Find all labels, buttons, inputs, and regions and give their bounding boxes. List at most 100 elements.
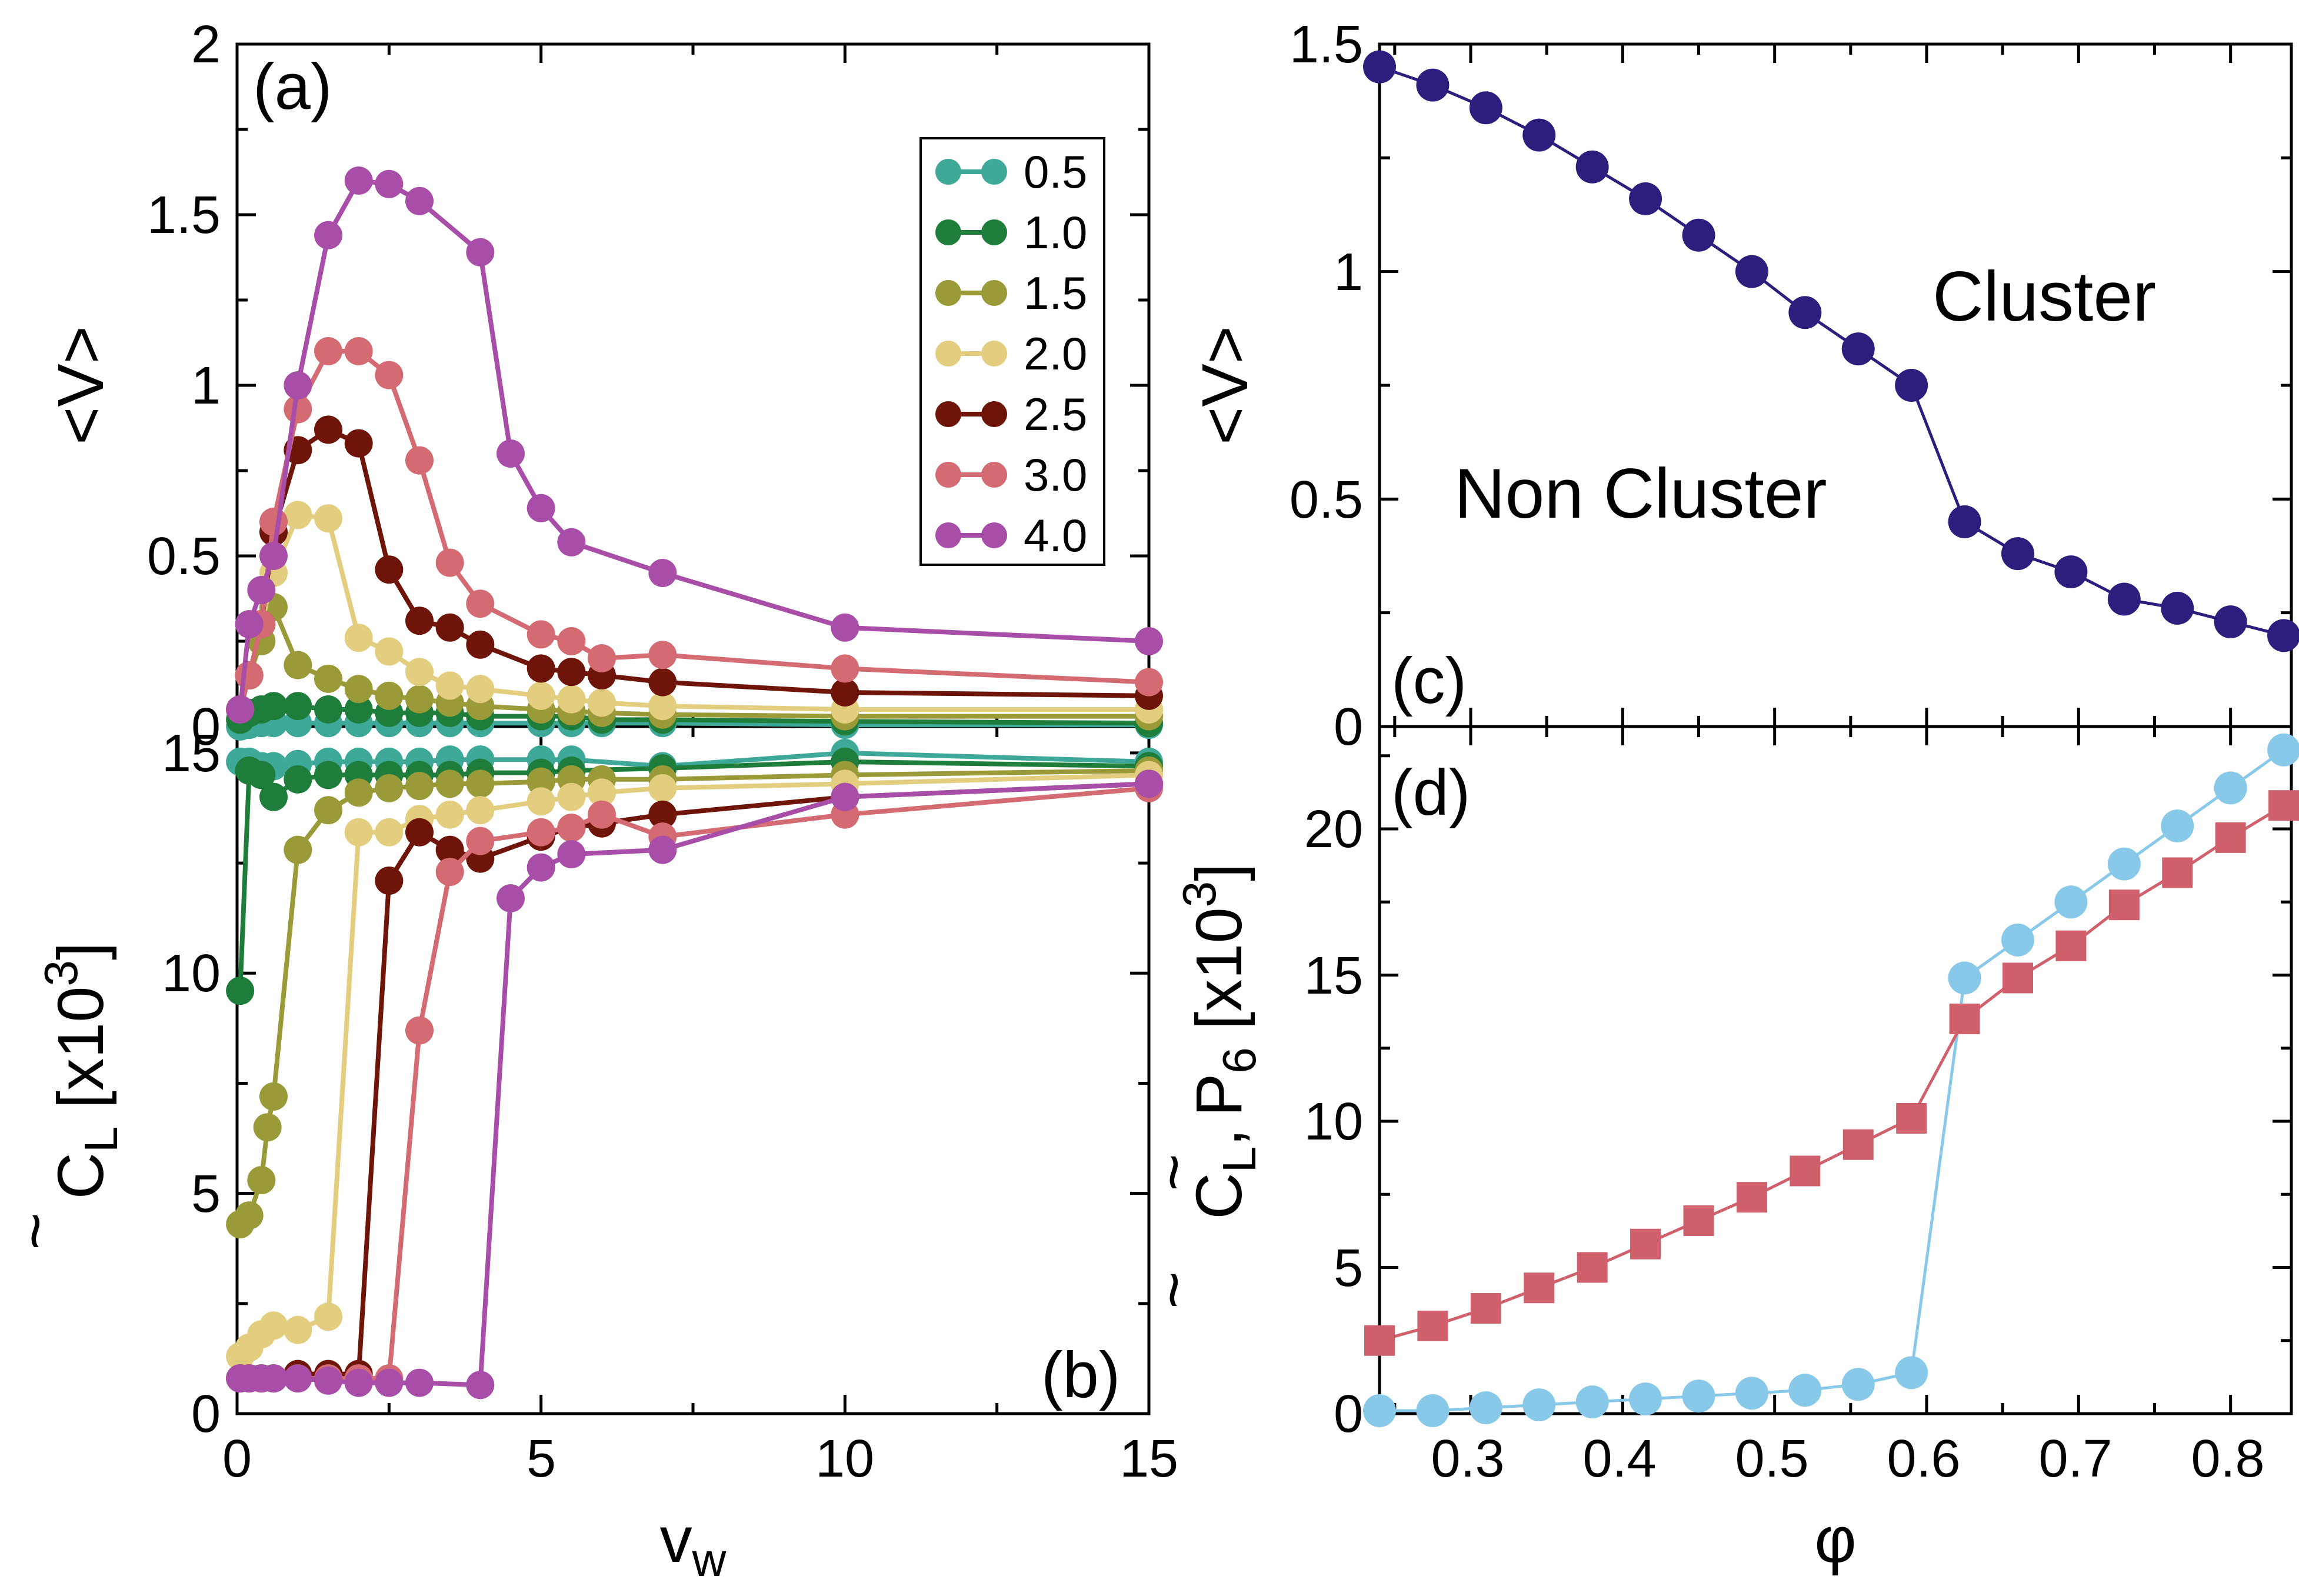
ylabel-a: <V> [45,326,117,445]
point-c-0-3 [1522,118,1556,152]
point-a-4-15 [831,678,859,707]
point-a-5-15 [831,654,859,683]
point-d-0-16 [2214,771,2247,805]
point-d-1-11 [1949,1004,1980,1035]
ylabel-b-c: C [45,1152,117,1199]
point-a-6-5 [314,221,342,249]
annotation-non-cluster: Non Cluster [1454,454,1827,533]
point-b-4-14 [648,800,677,829]
legend-item-4: 2.5 [935,388,1087,440]
point-d-0-7 [1735,1377,1768,1410]
ylabel-d-sup: 3 [1173,881,1225,908]
point-a-5-14 [648,641,677,669]
point-a-6-11 [527,494,555,522]
point-a-4-14 [648,668,677,697]
legend-marker-right-2 [981,280,1007,306]
xlabel-d: φ [1814,1504,1856,1576]
point-a-3-6 [344,624,373,652]
point-a-5-7 [375,361,404,389]
point-b-5-12 [557,814,586,842]
ytick-c-1: 0.5 [1290,471,1363,529]
ytick-a-3: 1.5 [147,186,221,245]
point-d-0-15 [2161,809,2194,842]
point-c-0-11 [1948,505,1981,538]
point-a-6-13 [648,559,677,587]
point-d-1-15 [2162,857,2193,888]
ytick-a-4: 2 [191,15,221,74]
point-a-3-5 [314,504,342,533]
legend-item-2: 1.5 [935,267,1087,319]
ylabel-d-comma: , [1183,1128,1255,1147]
xtick-d-3: 0.6 [1887,1430,1960,1488]
point-b-3-9 [435,800,464,829]
point-a-5-13 [588,644,616,672]
point-b-1-0 [226,977,255,1005]
point-a-6-12 [557,528,586,557]
point-c-0-15 [2161,591,2194,625]
point-a-1-5 [314,695,342,724]
point-b-3-13 [588,778,616,807]
point-a-6-15 [1135,627,1163,655]
point-a-4-8 [405,607,434,635]
point-a-5-11 [527,620,555,649]
point-b-1-5 [314,761,342,789]
legend-marker-left-6 [935,522,961,548]
point-b-6-10 [497,884,525,912]
ylabel-d-c: C [1183,1172,1255,1219]
legend-marker-left-2 [935,280,961,306]
point-b-3-14 [648,774,677,802]
svg-text:CL,P6[x103]: CL, P6 [x103] [1173,863,1265,1219]
point-b-3-11 [527,787,555,816]
point-a-6-1 [235,610,264,638]
legend-marker-left-5 [935,462,961,488]
point-d-1-5 [1630,1228,1661,1260]
ticks-d: 0 5 10 15 20 0.3 0.4 0.5 0.6 0.7 0.8 [1304,800,2265,1488]
point-a-5-6 [344,337,373,365]
point-a-1-6 [344,695,373,724]
point-c-0-12 [2001,537,2034,571]
point-b-4-7 [375,867,404,895]
legend-marker-right-5 [981,462,1007,488]
point-a-4-9 [435,613,464,642]
xtick-d-2: 0.5 [1735,1430,1808,1488]
legend-items: 0.5 1.0 1.5 2.0 2.5 3.0 4.0 [935,146,1087,561]
xtick-d-0: 0.3 [1431,1430,1504,1488]
point-d-0-4 [1575,1385,1609,1419]
legend-item-1: 1.0 [935,206,1087,258]
point-b-2-3 [253,1113,282,1142]
point-a-6-2 [247,576,276,604]
point-a-6-4 [284,371,312,399]
legend-label-4: 2.5 [1024,388,1087,440]
point-b-6-9 [466,1371,495,1400]
point-c-0-6 [1682,218,1715,252]
point-b-3-3 [259,1311,288,1340]
point-d-0-8 [1788,1374,1822,1407]
point-a-5-4 [284,395,312,424]
point-d-0-13 [2054,885,2088,919]
point-d-0-5 [1629,1382,1662,1416]
point-b-3-4 [284,1315,312,1344]
point-c-0-5 [1629,182,1662,215]
point-c-0-10 [1895,369,1928,402]
point-a-6-0 [226,695,255,724]
point-a-3-11 [527,681,555,710]
point-d-1-17 [2268,790,2299,821]
ytick-a-1: 0.5 [147,527,221,586]
ylabel-d-bracket: [x10 [1183,907,1255,1029]
point-b-3-12 [557,782,586,811]
legend-label-2: 1.5 [1024,267,1087,319]
ylabel-b-tilde: ~ [0,1212,71,1250]
ytick-d-0: 0 [1334,1385,1363,1444]
point-d-1-9 [1842,1129,1874,1160]
panel-label-d: (d) [1391,757,1470,829]
ylabel-c: <V> [1189,326,1261,445]
ylabel-b-sub: L [75,1127,127,1153]
xtick-b-1: 5 [527,1430,556,1488]
point-d-0-14 [2107,847,2141,881]
ylabel-d: CL, P6 [x103] ~ ~ [1137,863,1265,1309]
point-b-6-12 [557,840,586,869]
legend-marker-right-1 [981,219,1007,245]
point-a-1-4 [284,692,312,721]
point-d-1-1 [1417,1310,1448,1341]
